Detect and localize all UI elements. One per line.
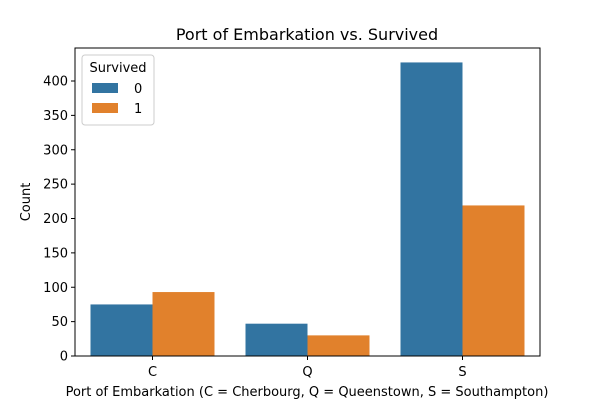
legend-title: Survived: [89, 61, 146, 76]
y-tick-label: 400: [43, 75, 68, 90]
y-tick-label: 350: [43, 109, 68, 124]
y-tick-label: 150: [43, 246, 68, 261]
x-axis-label: Port of Embarkation (C = Cherbourg, Q = …: [66, 385, 549, 400]
x-tick-label-Q: Q: [302, 365, 312, 380]
y-axis: 0 50 100 150 200 250 300 350 400: [43, 75, 75, 365]
y-tick-label: 250: [43, 178, 68, 193]
bar-Q-survived-1: [307, 335, 370, 356]
legend-swatch-1: [92, 103, 118, 113]
legend-label-1: 1: [134, 102, 142, 117]
y-tick-label: 50: [51, 315, 68, 330]
y-tick-label: 100: [43, 281, 68, 296]
bar-C-survived-0: [90, 304, 153, 356]
y-tick-label: 0: [60, 350, 68, 365]
legend-swatch-0: [92, 83, 118, 93]
bar-C-survived-1: [152, 292, 215, 356]
y-tick-label: 300: [43, 143, 68, 158]
x-tick-label-C: C: [148, 365, 157, 380]
bar-Q-survived-0: [245, 323, 308, 356]
legend-label-0: 0: [134, 82, 142, 97]
legend: Survived 0 1: [81, 54, 155, 126]
plot-frame: [74, 47, 541, 357]
y-axis-label: Count: [19, 183, 34, 222]
bars-group: [90, 62, 525, 356]
bar-S-survived-1: [462, 205, 525, 356]
bar-S-survived-0: [400, 62, 463, 356]
y-tick-label: 200: [43, 212, 68, 227]
x-tick-label-S: S: [458, 365, 466, 380]
chart-title: Port of Embarkation vs. Survived: [176, 25, 438, 44]
